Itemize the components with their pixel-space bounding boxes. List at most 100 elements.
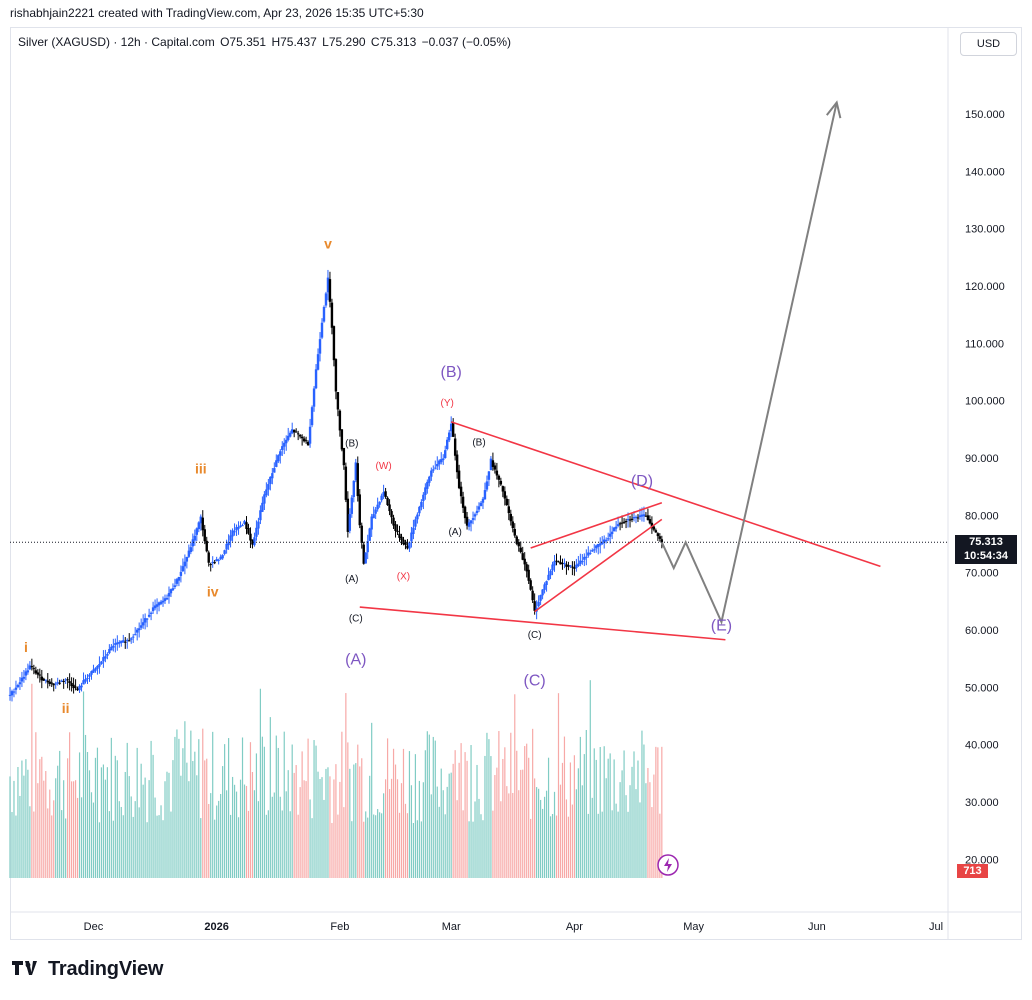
wave-label[interactable]: i	[24, 639, 28, 655]
volume-bar	[51, 815, 53, 878]
candle-body	[447, 432, 451, 441]
wave-label[interactable]: iii	[195, 460, 207, 476]
candle-body	[130, 638, 133, 640]
candle-body	[483, 490, 487, 500]
candle-body	[563, 563, 566, 565]
trendline[interactable]	[359, 606, 726, 641]
projection-path[interactable]	[660, 102, 838, 626]
volume-bar	[402, 748, 405, 878]
wave-label[interactable]: (B)	[472, 437, 485, 448]
volume-bar	[142, 784, 144, 878]
candle-body	[493, 465, 497, 470]
wave-label[interactable]: (A)	[345, 651, 366, 668]
candle-body	[595, 545, 598, 549]
candle-body	[394, 524, 397, 531]
candle-body	[110, 646, 113, 651]
candle-body	[66, 679, 69, 681]
x-tick-label: Mar	[442, 921, 461, 933]
candle-body	[559, 562, 562, 565]
y-tick-label: 90.000	[965, 453, 999, 465]
candle-body	[243, 520, 246, 524]
volume-bar	[412, 822, 415, 878]
candle-body	[223, 550, 226, 554]
volume-bar	[448, 773, 450, 878]
candle-body	[50, 682, 53, 684]
candle-body	[259, 510, 262, 521]
trendline[interactable]	[450, 421, 881, 568]
volume-bar	[635, 789, 637, 878]
candle-body	[567, 565, 570, 567]
candle-body	[634, 516, 638, 518]
wave-label[interactable]: (Y)	[441, 398, 454, 409]
volume-bar	[291, 744, 293, 878]
candle-body	[44, 679, 47, 681]
volume-bar	[603, 746, 605, 878]
candle-body	[304, 440, 308, 442]
candle-body	[211, 561, 214, 564]
volume-bar	[345, 693, 347, 878]
candle-body	[553, 561, 556, 566]
candle-body	[354, 462, 357, 481]
volume-bar	[657, 747, 659, 878]
volume-bar	[168, 772, 170, 878]
volume-bar	[569, 762, 572, 878]
volume-bar	[90, 792, 93, 878]
candle-body	[636, 517, 640, 519]
wave-label[interactable]: (D)	[631, 473, 653, 490]
candle-body	[265, 489, 268, 496]
candle-body	[656, 533, 660, 537]
candle-body	[541, 589, 544, 596]
wave-label[interactable]: (A)	[345, 574, 358, 585]
last-price-value: 75.313	[969, 536, 1003, 548]
candle-body	[457, 470, 461, 489]
candle-body	[28, 665, 32, 670]
candle-body	[195, 528, 199, 535]
volume-bar	[116, 760, 118, 878]
candle-body	[575, 564, 578, 569]
volume-bar	[329, 776, 331, 878]
wave-label[interactable]: (B)	[441, 364, 462, 381]
symbol-legend[interactable]: Silver (XAGUSD) · 12h · Capital.com O75.…	[18, 35, 513, 49]
candle-body	[82, 680, 85, 685]
candle-body	[24, 671, 28, 676]
candle-body	[245, 522, 248, 529]
candle-body	[599, 543, 602, 546]
candle-body	[644, 515, 648, 517]
tradingview-logo[interactable]: TradingView	[12, 958, 163, 981]
volume-bar	[357, 744, 359, 878]
candle-body	[8, 694, 12, 696]
volume-bar	[112, 820, 114, 878]
trendline[interactable]	[530, 501, 663, 549]
volume-bar	[243, 784, 246, 878]
candle-body	[589, 552, 592, 554]
volume-bar	[520, 769, 522, 878]
candle-body	[336, 392, 340, 410]
wave-label[interactable]: (X)	[397, 572, 410, 583]
volume-bar	[371, 722, 373, 878]
trendline[interactable]	[534, 518, 663, 613]
volume-bar	[633, 751, 635, 878]
wave-label[interactable]: (A)	[448, 527, 461, 538]
wave-label[interactable]: (C)	[349, 613, 363, 624]
y-tick-label: 80.000	[965, 510, 999, 522]
wave-label[interactable]: ii	[62, 700, 70, 716]
volume-bar	[164, 781, 166, 878]
volume-bar	[488, 739, 490, 878]
volume-bar	[351, 821, 353, 878]
wave-label[interactable]: (E)	[711, 618, 732, 635]
candle-body	[294, 431, 298, 433]
volume-bar	[214, 819, 216, 878]
candle-body	[14, 687, 18, 690]
currency-button[interactable]: USD	[960, 32, 1017, 56]
wave-label[interactable]: (C)	[528, 630, 542, 641]
volume-bar	[57, 765, 59, 878]
wave-label[interactable]: (W)	[376, 461, 392, 472]
wave-label[interactable]: v	[324, 236, 332, 252]
wave-label[interactable]: iv	[207, 584, 219, 600]
wave-label[interactable]: (C)	[524, 673, 546, 690]
volume-bar	[551, 813, 554, 878]
volume-bar	[557, 693, 560, 878]
wave-label[interactable]: (B)	[345, 439, 358, 450]
symbol-name[interactable]: Silver (XAGUSD) · 12h · Capital.com	[18, 35, 215, 49]
